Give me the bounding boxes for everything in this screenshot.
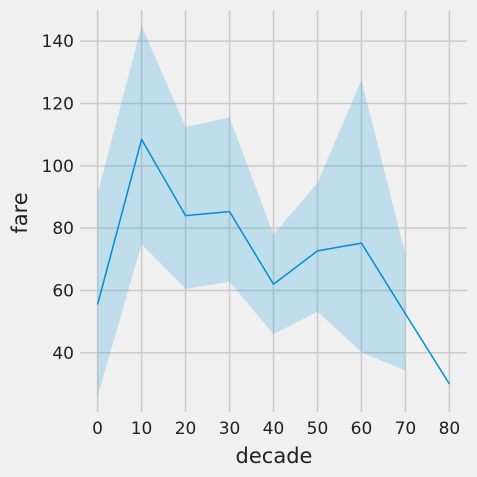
x-tick-label: 60 — [351, 419, 373, 439]
y-tick-label: 80 — [52, 219, 74, 239]
y-tick-label: 140 — [42, 32, 74, 52]
grid — [80, 10, 467, 412]
mean-line — [96, 138, 451, 385]
ci-band-area — [97, 25, 406, 397]
y-tick-label: 40 — [52, 344, 74, 364]
x-tick-label: 30 — [219, 419, 241, 439]
y-axis-label: fare — [8, 192, 32, 233]
x-tick-label: 10 — [131, 419, 153, 439]
x-tick-label: 20 — [175, 419, 197, 439]
x-tick-label: 70 — [395, 419, 417, 439]
confidence-band — [97, 25, 406, 397]
series-line — [96, 138, 451, 385]
x-tick-labels: 0 10 20 30 40 50 60 70 80 — [92, 419, 460, 439]
x-tick-label: 0 — [92, 419, 103, 439]
x-tick-label: 40 — [263, 419, 285, 439]
y-tick-label: 60 — [52, 281, 74, 301]
y-tick-label: 100 — [42, 157, 74, 177]
y-tick-labels: 40 60 80 100 120 140 — [42, 32, 74, 364]
x-axis-label: decade — [236, 444, 313, 468]
x-tick-label: 80 — [439, 419, 461, 439]
x-tick-label: 50 — [307, 419, 329, 439]
y-tick-label: 120 — [42, 94, 74, 114]
